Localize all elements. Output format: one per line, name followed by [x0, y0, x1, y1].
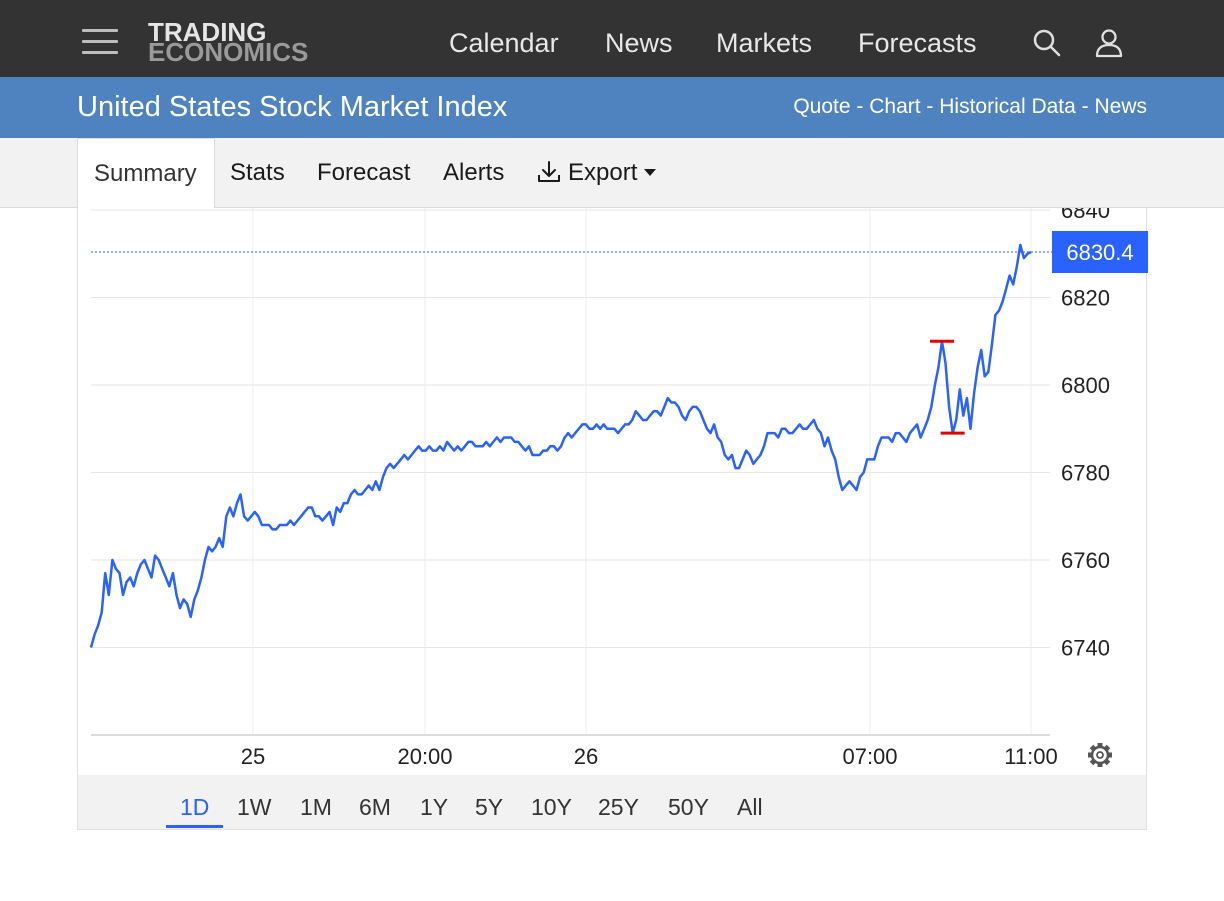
- tab-forecast[interactable]: Forecast: [317, 159, 411, 186]
- range-all[interactable]: All: [737, 794, 763, 820]
- tab-alerts[interactable]: Alerts: [443, 159, 505, 186]
- range-1w[interactable]: 1W: [237, 794, 272, 820]
- title-links: Quote - Chart - Historical Data - News: [793, 95, 1147, 119]
- link-separator: -: [920, 95, 940, 118]
- range-1m[interactable]: 1M: [300, 794, 332, 820]
- chart-container: 6840 6820 6800 6780 6760 6740 25 20:00 26 07:00 11…: [77, 208, 1148, 830]
- y-tick-label: 6820: [1061, 286, 1110, 311]
- title-bar: United States Stock Market Index Quote -…: [0, 77, 1224, 138]
- y-tick-label: 6800: [1061, 373, 1110, 398]
- tab-strip: Summary Stats Forecast Alerts Export: [0, 138, 1224, 209]
- active-range-underline: [166, 825, 223, 828]
- link-chart[interactable]: Chart: [869, 95, 921, 118]
- download-icon: [538, 161, 560, 182]
- logo-line2: ECONOMICS: [148, 37, 309, 67]
- nav-news[interactable]: News: [605, 28, 673, 58]
- page-title: United States Stock Market Index: [77, 91, 508, 123]
- y-tick-label: 6760: [1061, 548, 1110, 573]
- x-tick-label: 07:00: [842, 744, 897, 769]
- caret-down-icon: [644, 169, 657, 176]
- y-tick-label: 6740: [1061, 636, 1110, 661]
- nav-calendar[interactable]: Calendar: [449, 28, 559, 58]
- range-10y[interactable]: 10Y: [531, 794, 572, 820]
- x-tick-label: 25: [241, 744, 265, 769]
- x-tick-label: 26: [574, 744, 598, 769]
- settings-gear-icon[interactable]: [1088, 743, 1112, 767]
- range-50y[interactable]: 50Y: [668, 794, 709, 820]
- link-historical-data[interactable]: Historical Data: [939, 95, 1076, 118]
- menu-icon[interactable]: [82, 27, 118, 55]
- link-quote[interactable]: Quote: [793, 95, 851, 118]
- x-tick-label: 20:00: [397, 744, 452, 769]
- logo-line1: TRADING: [148, 17, 267, 47]
- nav-forecasts[interactable]: Forecasts: [858, 28, 977, 58]
- tab-stats[interactable]: Stats: [230, 159, 285, 186]
- link-separator: -: [850, 95, 870, 118]
- search-icon[interactable]: [1031, 27, 1063, 59]
- y-tick-label: 6780: [1061, 461, 1110, 486]
- link-separator: -: [1075, 95, 1095, 118]
- tab-export[interactable]: Export: [536, 138, 657, 208]
- last-value-badge: [1052, 231, 1148, 273]
- export-label: Export: [568, 159, 638, 186]
- range-1d[interactable]: 1D: [180, 794, 210, 820]
- x-tick-label: 11:00: [1004, 744, 1057, 769]
- range-5y[interactable]: 5Y: [475, 794, 504, 820]
- price-chart[interactable]: 6840 6820 6800 6780 6760 6740 25 20:00 26 07:00 11…: [78, 208, 1148, 830]
- range-6m[interactable]: 6M: [359, 794, 391, 820]
- user-icon[interactable]: [1093, 27, 1125, 59]
- top-navbar: TRADING ECONOMICS Calendar News Markets …: [0, 0, 1224, 77]
- y-tick-label: 6840: [1061, 208, 1110, 223]
- last-value-label: 6830.4: [1066, 240, 1133, 265]
- nav-markets[interactable]: Markets: [716, 28, 813, 58]
- tab-summary[interactable]: Summary: [77, 138, 215, 209]
- range-selector: 1D 1W 1M 6M 1Y 5Y 10Y 25Y 50Y All: [78, 775, 1146, 829]
- logo[interactable]: TRADING ECONOMICS: [148, 17, 309, 67]
- range-1y[interactable]: 1Y: [420, 794, 449, 820]
- range-25y[interactable]: 25Y: [598, 794, 639, 820]
- link-news[interactable]: News: [1094, 95, 1147, 118]
- price-series-line: [89, 243, 1032, 648]
